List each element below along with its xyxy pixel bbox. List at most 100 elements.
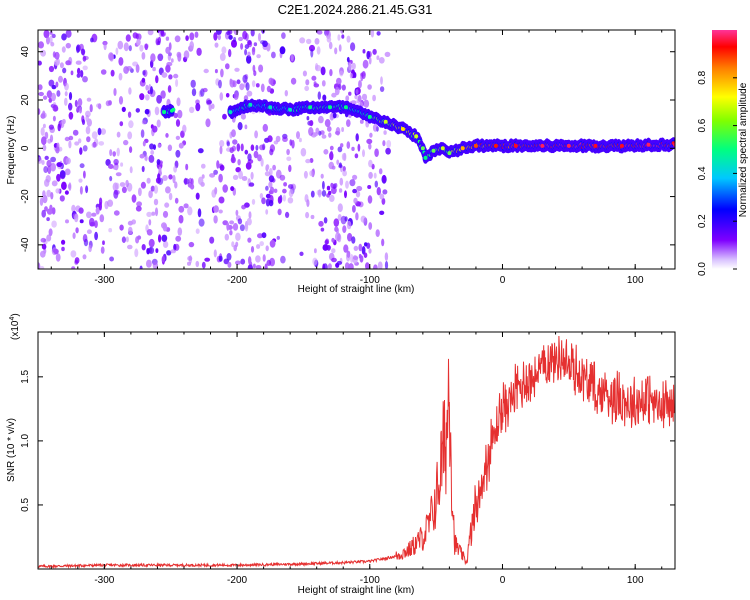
spectrogram-noise-cell [222, 184, 228, 193]
spectrogram-noise-cell [56, 162, 63, 168]
spectrogram-noise-cell [232, 80, 237, 88]
spectrogram-noise-cell [156, 159, 161, 165]
spectrogram-noise-cell [103, 42, 107, 51]
spectrogram-track-point [540, 143, 545, 148]
spectrogram-noise-cell [235, 209, 239, 216]
spectrogram-noise-cell [381, 197, 386, 205]
spectrogram-noise-cell [131, 194, 137, 203]
spectrogram-noise-cell [300, 147, 307, 157]
spectrogram-noise-cell [144, 108, 150, 115]
spectrogram-noise-cell [277, 196, 282, 204]
spectrogram-noise-cell [264, 263, 268, 269]
spectrogram-noise-cell [222, 113, 227, 120]
spectrogram-noise-cell [74, 99, 78, 108]
spectrogram-noise-cell [367, 84, 372, 90]
spectrogram-noise-cell [359, 119, 364, 124]
spectrogram-track-point [431, 148, 436, 153]
spectrogram-noise-cell [146, 259, 152, 268]
svg-text:(x104): (x104) [9, 313, 21, 340]
spectrogram-noise-cell [125, 34, 131, 42]
spectrogram-noise-cell [352, 188, 357, 194]
spectrogram-noise-cell [140, 129, 145, 138]
spectrogram-noise-cell [244, 48, 248, 56]
spectrogram-noise-cell [246, 217, 252, 226]
spectrogram-noise-cell [346, 119, 351, 127]
spectrogram-noise-cell [161, 255, 165, 263]
spectrogram-noise-cell [268, 77, 274, 85]
spectrogram-noise-cell [310, 48, 314, 58]
spectrogram-noise-cell [262, 143, 266, 151]
spectrogram-noise-cell [268, 181, 273, 188]
spectrogram-noise-cell [62, 118, 66, 125]
spectrogram-noise-cell [107, 199, 114, 207]
spectrogram-noise-cell [261, 232, 267, 239]
spectrogram-noise-cell [213, 32, 218, 41]
spectrogram-track-point [493, 143, 498, 148]
spectrogram-noise-cell [340, 143, 344, 148]
spectrogram-noise-cell [260, 157, 264, 167]
spectrogram-noise-cell [228, 49, 232, 58]
spectrogram-noise-cell [148, 190, 153, 199]
spectrogram-noise-cell [86, 118, 92, 127]
spectrogram-noise-cell [44, 206, 48, 212]
spectrogram-noise-cell [309, 44, 315, 52]
spectrogram-track-point [420, 146, 425, 151]
spectrogram-noise-cell [329, 194, 335, 202]
spectrogram-noise-cell [38, 156, 42, 164]
spectrogram-noise-cell [363, 252, 368, 258]
spectrogram-noise-cell [262, 123, 268, 132]
spectrogram-noise-cell [214, 42, 219, 48]
spectrogram-noise-cell [335, 227, 340, 234]
spectrogram-noise-cell [331, 165, 336, 170]
spectrogram-noise-cell [379, 210, 385, 215]
spectrogram-noise-cell [109, 149, 113, 157]
spectrogram-noise-cell [246, 55, 252, 64]
spectrogram-noise-cell [229, 78, 233, 85]
spectrogram-noise-cell [170, 58, 174, 63]
spectrogram-noise-cell [235, 260, 241, 265]
spectrogram-noise-cell [379, 86, 385, 92]
spectrogram-noise-cell [128, 87, 132, 95]
spectrogram-noise-cell [338, 44, 342, 52]
spectrogram-noise-cell [39, 197, 44, 206]
spectrogram-noise-cell [247, 153, 252, 161]
spectrogram-noise-cell [65, 42, 72, 49]
spectrogram-noise-cell [42, 144, 47, 152]
spectrogram-noise-cell [55, 188, 61, 194]
spectrogram-noise-cell [305, 79, 310, 86]
x-tick-label: -100 [360, 575, 380, 586]
spectrogram-noise-cell [155, 38, 160, 46]
spectrogram-noise-cell [189, 106, 195, 114]
spectrogram-noise-cell [213, 249, 217, 258]
spectrogram-noise-cell [152, 125, 158, 133]
spectrogram-noise-cell [153, 185, 159, 194]
spectrogram-noise-cell [119, 121, 124, 127]
spectrogram-noise-cell [237, 218, 243, 225]
spectrogram-noise-cell [80, 70, 84, 78]
spectrogram-noise-cell [118, 96, 124, 105]
spectrogram-noise-cell [209, 236, 215, 244]
spectrogram-noise-cell [240, 43, 244, 50]
spectrogram-noise-cell [337, 214, 342, 221]
spectrogram-noise-cell [166, 61, 173, 67]
spectrogram-noise-cell [145, 84, 149, 91]
spectrogram-noise-cell [240, 113, 246, 120]
spectrogram-noise-cell [135, 236, 140, 244]
x-tick-label: -100 [360, 275, 380, 286]
spectrogram-noise-cell [234, 67, 240, 72]
spectrogram-noise-cell [197, 208, 202, 218]
spectrogram-noise-cell [271, 51, 276, 59]
spectrogram-noise-cell [265, 185, 269, 191]
spectrogram-noise-cell [139, 153, 145, 159]
spectrogram-track-point [288, 107, 293, 112]
spectrogram-noise-cell [305, 211, 310, 219]
spectrogram-noise-cell [218, 196, 225, 204]
spectrogram-noise-cell [382, 140, 386, 147]
spectrogram-noise-cell [287, 197, 294, 204]
spectrogram-noise-cell [239, 224, 245, 232]
spectrogram-noise-cell [72, 232, 76, 239]
spectrogram-noise-cell [189, 32, 195, 41]
spectrogram-noise-cell [127, 244, 133, 250]
spectrogram-noise-cell [198, 218, 205, 227]
spectrogram-noise-cell [378, 57, 385, 64]
